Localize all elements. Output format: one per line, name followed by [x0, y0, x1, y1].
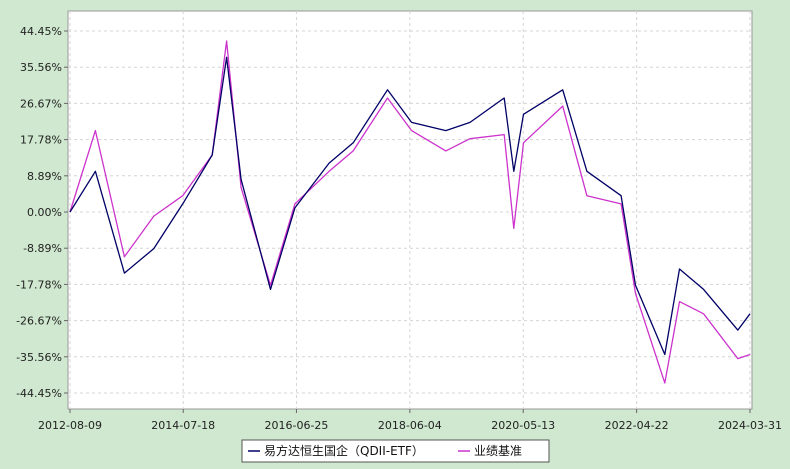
x-tick-label: 2012-08-09 [38, 419, 102, 432]
x-tick-label: 2016-06-25 [264, 419, 328, 432]
y-tick-label: 0.00% [27, 206, 62, 219]
y-tick-label: -35.56% [16, 351, 62, 364]
x-tick-label: 2020-05-13 [491, 419, 555, 432]
y-tick-label: 26.67% [20, 97, 62, 110]
y-tick-label: 35.56% [20, 61, 62, 74]
series-line-fund [69, 56, 751, 356]
y-tick-label: 44.45% [20, 25, 62, 38]
legend-box [241, 439, 550, 463]
series-line-benchmark [69, 40, 751, 384]
x-tick-label: 2022-04-22 [605, 419, 669, 432]
x-tick-label: 2014-07-18 [151, 419, 215, 432]
x-tick-label: 2018-06-04 [378, 419, 442, 432]
y-tick-label: 8.89% [27, 170, 62, 183]
y-tick-label: -44.45% [16, 387, 62, 400]
legend-label-benchmark: 业绩基准 [474, 444, 522, 458]
legend-label-fund: 易方达恒生国企（QDII-ETF） [264, 443, 424, 458]
y-tick-label: 17.78% [20, 134, 62, 147]
y-tick-label: -17.78% [16, 278, 62, 291]
x-tick-label: 2024-03-31 [718, 419, 782, 432]
y-tick-label: -26.67% [16, 315, 62, 328]
y-tick-label: -8.89% [23, 242, 62, 255]
